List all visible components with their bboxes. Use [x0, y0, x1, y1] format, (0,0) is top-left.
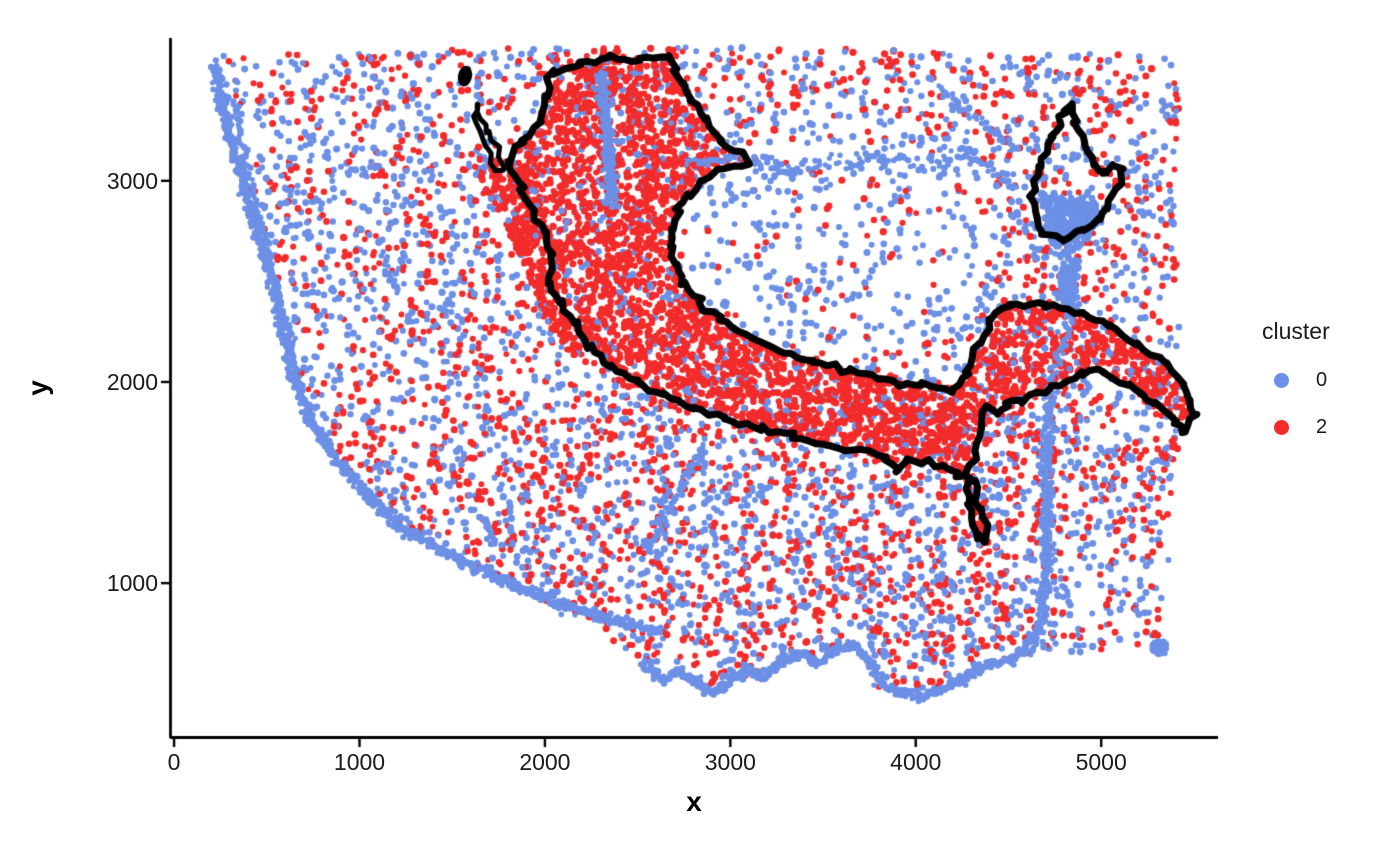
legend-label-cluster-0: 0: [1316, 369, 1328, 391]
y-axis-tick-label-1000: 1000: [106, 570, 158, 597]
x-axis-tick-label-5000: 5000: [1075, 749, 1127, 775]
x-axis-title: x: [686, 786, 702, 817]
legend-title: cluster: [1262, 318, 1330, 344]
cluster-0-dot-icon: [1274, 373, 1289, 388]
y-axis-tick-label-3000: 3000: [106, 167, 158, 194]
legend-item-cluster-0: 0: [1256, 369, 1386, 392]
x-axis-tick-label-1000: 1000: [333, 749, 386, 775]
x-axis-tick-label-3000: 3000: [704, 749, 756, 775]
legend: cluster 0 2: [1256, 318, 1386, 439]
y-axis-tick-label-2000: 2000: [106, 368, 158, 395]
y-axis-title: y: [22, 380, 53, 396]
legend-label-cluster-2: 2: [1316, 416, 1328, 438]
x-axis-tick-label-4000: 4000: [890, 749, 942, 775]
cluster-2-dot-icon: [1274, 420, 1289, 435]
legend-item-cluster-2: 2: [1256, 416, 1386, 439]
x-axis-tick-label-0: 0: [167, 749, 181, 775]
x-axis-tick-label-2000: 2000: [519, 749, 571, 775]
